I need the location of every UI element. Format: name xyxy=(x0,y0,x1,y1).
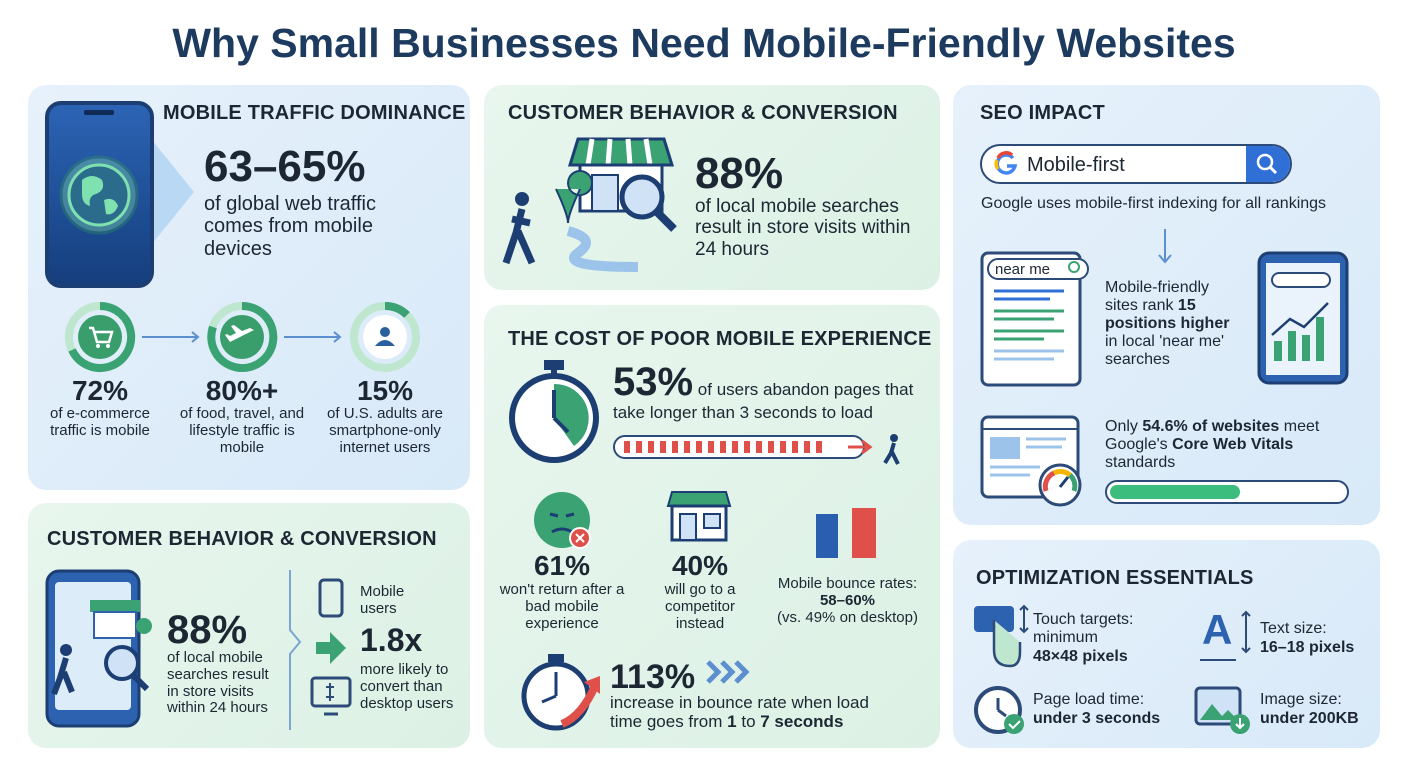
text-strong: 54.6% of websites xyxy=(1142,418,1280,435)
optimization-icons: A xyxy=(974,604,1251,734)
stat-text: Mobile bounce rates: 58–60% (vs. 49% on d… xyxy=(770,575,925,626)
text-strong: 15 positions higher xyxy=(1105,296,1230,332)
phone-search-icon xyxy=(45,569,152,728)
phone-globe-icon xyxy=(45,101,194,288)
stat: 63–65% xyxy=(204,142,366,191)
stat-text: Mobile users xyxy=(360,583,405,617)
stat-text: of users abandon pages that take longer … xyxy=(613,380,914,422)
text: meet Google's xyxy=(1105,418,1320,453)
opt-value: 48×48 pixels xyxy=(1033,648,1128,665)
text-strong: 1 xyxy=(727,712,737,732)
caption: Google uses mobile-first indexing for al… xyxy=(981,195,1327,212)
stat-text: won't return after a bad mobile experien… xyxy=(499,581,625,632)
vitals-text: Only 54.6% of websites meet Google's Cor… xyxy=(1105,418,1345,472)
stat-text: will go to a competitor instead xyxy=(664,581,736,632)
text: Mobile-friendly sites rank xyxy=(1105,279,1210,314)
load-bar xyxy=(613,434,900,465)
convert-icons xyxy=(289,570,352,730)
bounce-icons xyxy=(521,654,750,731)
stat-text: of local mobile searches result in store… xyxy=(695,196,911,260)
text-strong: Core Web Vitals xyxy=(1172,435,1294,453)
stat: 61% xyxy=(533,550,591,581)
section-heading: OPTIMIZATION ESSENTIALS xyxy=(976,567,1254,589)
stat-text: of global web traffic comes from mobile … xyxy=(204,193,376,260)
section-heading: THE COST OF POOR MOBILE EXPERIENCE xyxy=(508,328,932,350)
stat: 15% xyxy=(356,375,414,406)
opt-label: Text size: xyxy=(1260,620,1327,637)
text: in local 'near me' searches xyxy=(1105,332,1225,368)
stat-text: of food, travel, and lifestyle traffic i… xyxy=(179,405,305,456)
stat: 80%+ xyxy=(205,375,279,406)
stat: 113% xyxy=(610,658,696,696)
opt-value: 16–18 pixels xyxy=(1260,639,1355,656)
store-visit-icon xyxy=(502,137,677,272)
stat: 40% xyxy=(671,550,729,581)
search-text: near me xyxy=(995,261,1051,278)
search-text: Mobile-first xyxy=(1027,154,1125,176)
section-heading: CUSTOMER BEHAVIOR & CONVERSION xyxy=(508,102,898,124)
stat-text: of U.S. adults are smartphone-only inter… xyxy=(327,405,443,456)
stopwatch-icon xyxy=(509,360,599,463)
abandon-text: 53% of users abandon pages that take lon… xyxy=(613,362,923,423)
stat-text: of local mobile searches result in store… xyxy=(167,649,269,717)
opt-label: Touch targets: minimum xyxy=(1033,611,1134,646)
opt-label: Image size: xyxy=(1260,691,1342,708)
label: Mobile bounce rates: xyxy=(777,575,918,592)
stat: 58–60% xyxy=(819,591,876,609)
search-box xyxy=(980,144,1292,184)
ranking-icons xyxy=(980,229,1349,387)
text: Only xyxy=(1105,418,1143,435)
stat-text: of e-commerce traffic is mobile xyxy=(49,405,151,439)
vitals-icons xyxy=(980,415,1349,507)
text-strong: 7 seconds xyxy=(760,712,844,732)
text: to xyxy=(736,712,761,732)
title: Why Small Businesses Need Mobile-Friendl… xyxy=(172,20,1236,66)
panel xyxy=(484,85,940,290)
stat-text: increase in bounce rate when load time g… xyxy=(610,693,885,731)
stat: 88% xyxy=(167,608,248,652)
note: (vs. 49% on desktop) xyxy=(777,608,918,626)
text: standards xyxy=(1105,453,1176,471)
text: increase in bounce rate when load time g… xyxy=(610,693,869,732)
opt-value: under 200KB xyxy=(1260,710,1359,727)
panel xyxy=(953,540,1380,748)
stat: 1.8x xyxy=(360,622,423,658)
stat-text: more likely to convert than desktop user… xyxy=(360,661,454,712)
opt-label: Page load time: xyxy=(1033,691,1145,708)
opt-value: under 3 seconds xyxy=(1033,710,1161,727)
stat: 88% xyxy=(695,149,784,198)
stat: 53% xyxy=(613,360,694,404)
text-size-glyph: A xyxy=(1202,606,1232,653)
section-heading: MOBILE TRAFFIC DOMINANCE xyxy=(163,102,466,124)
traffic-icons xyxy=(65,301,420,372)
stat: 72% xyxy=(71,375,129,406)
cost-icons xyxy=(534,491,876,558)
section-heading: SEO IMPACT xyxy=(980,102,1105,124)
section-heading: CUSTOMER BEHAVIOR & CONVERSION xyxy=(47,528,437,550)
rank-text: Mobile-friendly sites rank 15 positions … xyxy=(1105,279,1245,369)
